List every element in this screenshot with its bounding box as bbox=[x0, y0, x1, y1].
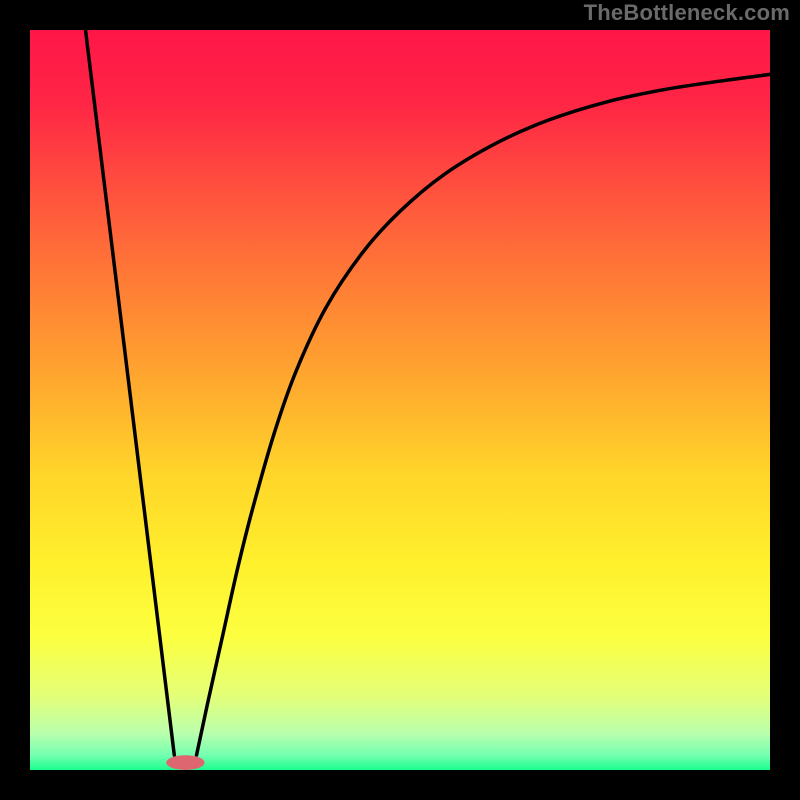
bottleneck-chart bbox=[0, 0, 800, 800]
chart-container: TheBottleneck.com bbox=[0, 0, 800, 800]
gradient-background bbox=[30, 30, 770, 770]
watermark-text: TheBottleneck.com bbox=[584, 0, 790, 26]
valley-marker bbox=[166, 755, 204, 770]
